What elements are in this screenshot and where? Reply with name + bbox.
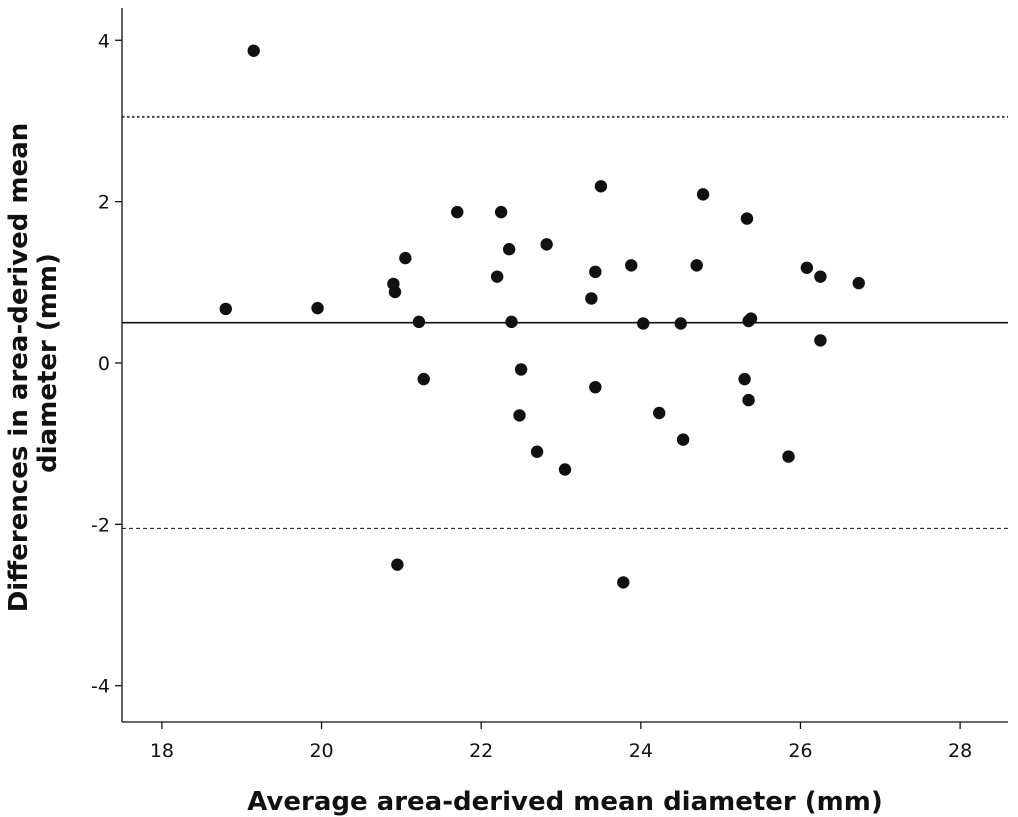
data-point bbox=[814, 270, 827, 283]
data-point bbox=[494, 205, 508, 219]
data-point bbox=[744, 312, 758, 325]
data-point bbox=[589, 265, 602, 279]
x-tick-label: 20 bbox=[309, 740, 333, 762]
y-tick-label: 0 bbox=[98, 353, 110, 375]
data-point bbox=[417, 372, 430, 386]
y-axis-title: Differences in area-derived mean diamete… bbox=[4, 114, 63, 613]
data-point bbox=[589, 380, 602, 394]
y-tick-label: 2 bbox=[98, 192, 110, 214]
data-point bbox=[558, 463, 572, 476]
data-point bbox=[740, 212, 754, 225]
data-point bbox=[412, 315, 426, 329]
data-point bbox=[585, 292, 598, 305]
x-tick-label: 24 bbox=[629, 740, 653, 762]
y-axis-title-line-1: Differences in area-derived mean bbox=[4, 123, 34, 613]
reference-lines bbox=[122, 115, 1008, 529]
x-tick-label: 22 bbox=[469, 740, 493, 762]
y-tick-label: -2 bbox=[91, 514, 110, 536]
data-point bbox=[800, 261, 814, 274]
data-point bbox=[514, 363, 528, 376]
data-point bbox=[617, 576, 630, 589]
data-point bbox=[451, 205, 464, 219]
x-tick-label: 26 bbox=[788, 740, 812, 762]
data-point bbox=[674, 317, 687, 330]
data-point bbox=[399, 251, 412, 265]
data-point bbox=[540, 238, 553, 251]
data-point bbox=[782, 450, 795, 463]
data-point bbox=[652, 406, 666, 420]
data-point bbox=[388, 285, 402, 299]
data-points bbox=[219, 44, 865, 589]
y-tick-label: -4 bbox=[91, 676, 110, 698]
data-point bbox=[502, 243, 516, 256]
data-point bbox=[814, 334, 827, 347]
data-point bbox=[696, 188, 710, 201]
data-point bbox=[219, 302, 232, 316]
y-ticks: -4 -2 0 2 4 bbox=[91, 30, 122, 698]
data-point bbox=[625, 259, 638, 272]
data-point bbox=[505, 315, 518, 329]
data-point bbox=[738, 372, 751, 386]
data-point bbox=[490, 270, 504, 283]
data-point bbox=[311, 301, 324, 315]
data-point bbox=[513, 409, 526, 422]
data-point bbox=[742, 393, 755, 407]
x-tick-label: 18 bbox=[150, 740, 174, 762]
axes bbox=[121, 8, 1008, 723]
data-point bbox=[594, 180, 608, 193]
data-point bbox=[530, 445, 544, 458]
data-point bbox=[690, 259, 703, 272]
data-point bbox=[676, 433, 690, 446]
x-tick-label: 28 bbox=[948, 740, 972, 762]
data-point bbox=[852, 276, 865, 290]
y-axis-title-line-2: diameter (mm) bbox=[33, 253, 63, 473]
y-tick-label: 4 bbox=[98, 30, 110, 52]
x-axis-title: Average area-derived mean diameter (mm) bbox=[247, 787, 883, 817]
data-point bbox=[247, 44, 260, 57]
data-point bbox=[391, 558, 404, 571]
x-ticks: 18 20 22 24 26 28 bbox=[150, 722, 972, 762]
data-point bbox=[637, 317, 650, 330]
